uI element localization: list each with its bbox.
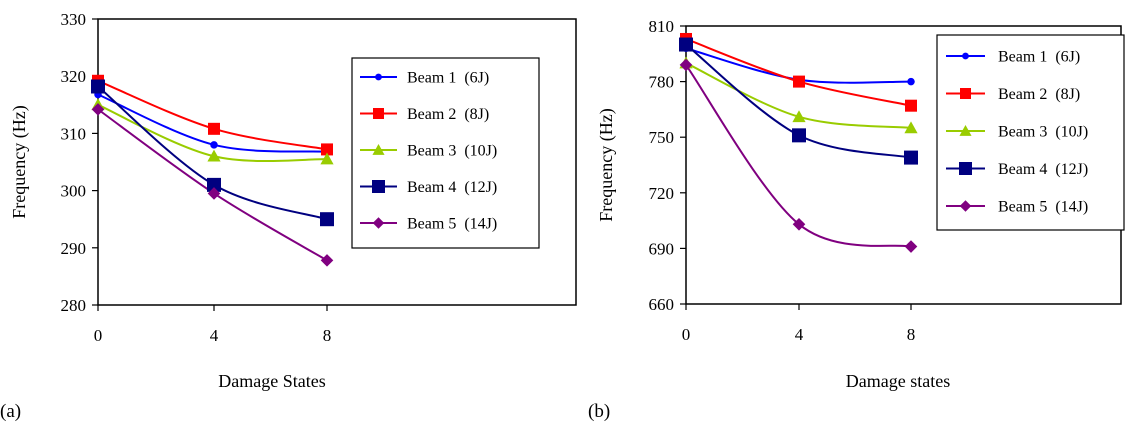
- legend-label-beam-3-10j: Beam 3 (10J): [407, 143, 497, 160]
- panel-label-a: (a): [0, 401, 21, 422]
- series-line-beam-2-8j: [685, 38, 912, 107]
- series-lines: [97, 79, 328, 262]
- data-point-beam-3-10j: [207, 149, 221, 162]
- legend-label-beam-5-14j: Beam 5 (14J): [407, 216, 497, 233]
- data-point-beam-2-8j: [905, 99, 917, 112]
- chart-panel-b: 660 690 720 750 780 810 0 4 8 Frequency (Hz) Da…: [588, 17, 1125, 422]
- legend-marker-beam-1-6j: [375, 73, 382, 81]
- legend-label-beam-3-10j: Beam 3 (10J): [998, 124, 1088, 141]
- y-tick-label: 720: [649, 184, 675, 203]
- legend-marker-beam-4-12j: [959, 162, 972, 175]
- data-point-beam-5-14j: [207, 187, 221, 200]
- data-point-beam-3-10j: [904, 121, 918, 134]
- legend-marker-beam-2-8j: [960, 88, 971, 99]
- legend-label-beam-4-12j: Beam 4 (12J): [407, 179, 497, 196]
- data-point-beam-1-6j: [210, 141, 218, 149]
- legend-label-beam-1-6j: Beam 1 (6J): [998, 49, 1080, 66]
- y-axis-ticks: 280 290 300 310 320 330: [61, 10, 98, 315]
- series-lines: [685, 38, 912, 248]
- data-point-beam-2-8j: [793, 75, 805, 88]
- legend-marker-beam-2-8j: [373, 108, 384, 119]
- x-axis-label: Damage states: [846, 371, 950, 391]
- series-line-beam-5-14j: [685, 64, 912, 248]
- plot-area-frame: [97, 18, 577, 306]
- x-tick-label: 8: [907, 325, 916, 344]
- x-axis-ticks: 0 4 8: [682, 304, 916, 344]
- data-point-beam-2-8j: [321, 143, 333, 156]
- y-tick-label: 780: [649, 73, 675, 92]
- legend-label-beam-2-8j: Beam 2 (8J): [998, 86, 1080, 103]
- y-tick-label: 300: [61, 182, 87, 201]
- series-markers: [679, 32, 918, 253]
- y-tick-label: 280: [61, 296, 87, 315]
- legend: Beam 1 (6J) Beam 2 (8J) Beam 3 (10J) Beam 4…: [360, 70, 497, 233]
- x-tick-label: 4: [210, 326, 219, 345]
- panel-label-b: (b): [588, 401, 610, 422]
- x-axis-ticks: 0 4 8: [94, 305, 332, 345]
- data-point-beam-4-12j: [207, 177, 221, 192]
- data-point-beam-5-14j: [679, 58, 693, 72]
- legend-marker-beam-1-6j: [962, 52, 969, 60]
- series-line-beam-2-8j: [97, 79, 328, 151]
- y-tick-label: 690: [649, 239, 675, 258]
- legend-label-beam-1-6j: Beam 1 (6J): [407, 70, 489, 87]
- y-tick-label: 310: [61, 124, 87, 143]
- x-tick-label: 8: [323, 326, 332, 345]
- data-point-beam-5-14j: [792, 218, 806, 231]
- legend-marker-beam-3-10j: [372, 143, 385, 155]
- data-point-beam-4-12j: [904, 150, 918, 165]
- legend-marker-beam-5-14j: [372, 217, 385, 229]
- y-tick-label: 810: [649, 17, 675, 36]
- data-point-beam-4-12j: [91, 79, 105, 94]
- legend-label-beam-4-12j: Beam 4 (12J): [998, 161, 1088, 178]
- data-point-beam-5-14j: [904, 240, 918, 253]
- data-point-beam-3-10j: [792, 110, 806, 123]
- data-point-beam-4-12j: [679, 37, 693, 52]
- legend-label-beam-5-14j: Beam 5 (14J): [998, 199, 1088, 216]
- x-axis-label: Damage States: [218, 371, 325, 391]
- legend-marker-beam-4-12j: [372, 180, 385, 193]
- legend-marker-beam-3-10j: [959, 124, 972, 136]
- y-tick-label: 660: [649, 295, 675, 314]
- chart-panel-a: 280 290 300 310 320 330 0 4 8 Frequency (Hz) Da…: [0, 10, 577, 422]
- legend: Beam 1 (6J) Beam 2 (8J) Beam 3 (10J) Beam 4…: [946, 49, 1088, 216]
- x-tick-label: 4: [795, 325, 804, 344]
- legend-label-beam-2-8j: Beam 2 (8J): [407, 106, 489, 123]
- x-tick-label: 0: [94, 326, 103, 345]
- y-tick-label: 320: [61, 67, 87, 86]
- x-tick-label: 0: [682, 325, 691, 344]
- data-point-beam-4-12j: [792, 128, 806, 143]
- series-markers: [91, 74, 334, 267]
- y-tick-label: 290: [61, 239, 87, 258]
- y-axis-ticks: 660 690 720 750 780 810: [649, 17, 686, 314]
- data-point-beam-5-14j: [91, 103, 105, 116]
- y-tick-label: 750: [649, 128, 675, 147]
- data-point-beam-4-12j: [320, 212, 334, 227]
- y-axis-label: Frequency (Hz): [9, 105, 30, 218]
- data-point-beam-3-10j: [320, 152, 334, 165]
- data-point-beam-2-8j: [208, 122, 220, 135]
- data-point-beam-1-6j: [907, 77, 915, 86]
- y-tick-label: 330: [61, 10, 87, 29]
- y-axis-label: Frequency (Hz): [596, 108, 617, 221]
- data-point-beam-5-14j: [320, 254, 334, 267]
- legend-marker-beam-5-14j: [959, 200, 972, 212]
